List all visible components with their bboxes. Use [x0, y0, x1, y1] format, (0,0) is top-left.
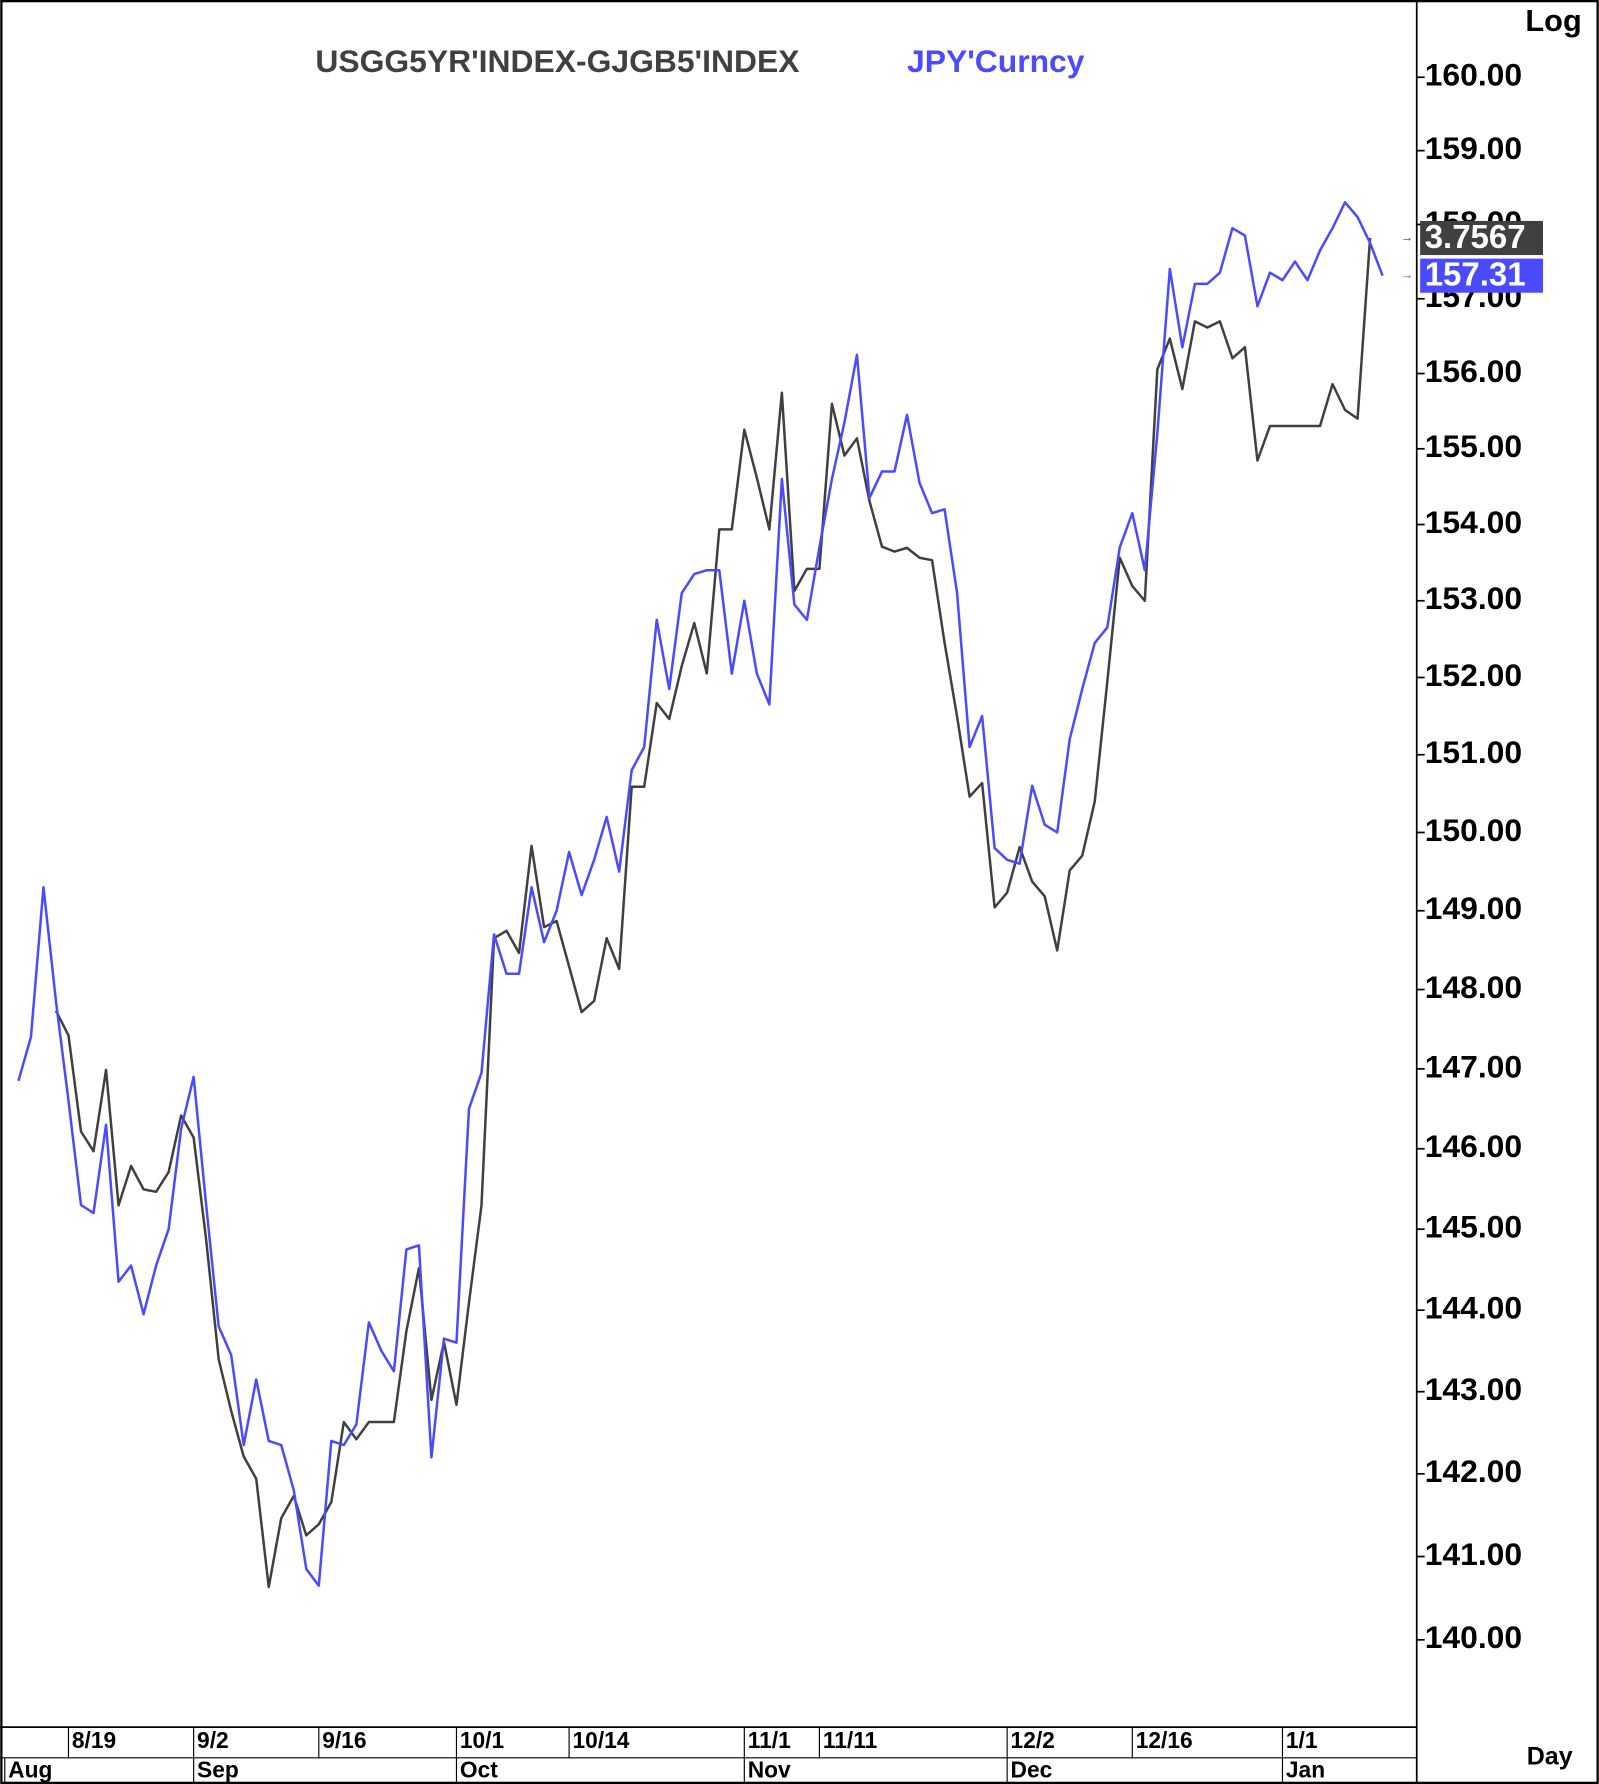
x-tick-label: 12/2 [1011, 1727, 1055, 1753]
y-tick-label: 141.00 [1425, 1536, 1522, 1572]
x-tick-label: 9/2 [197, 1727, 229, 1753]
last-value-arrow: → [1401, 268, 1414, 282]
period-label: Day [1527, 1742, 1573, 1770]
month-label: Jan [1286, 1757, 1325, 1783]
x-tick-label: 10/1 [460, 1727, 505, 1753]
y-tick-label: 144.00 [1425, 1290, 1522, 1326]
y-tick-label: 148.00 [1425, 969, 1522, 1005]
series-line [54, 237, 1372, 1589]
series-line [17, 201, 1384, 1587]
y-tick-label: 145.00 [1425, 1209, 1522, 1245]
x-tick-label: 11/11 [823, 1727, 878, 1753]
x-tick-label: 9/16 [322, 1727, 366, 1753]
y-tick-label: 154.00 [1425, 504, 1522, 540]
y-tick-label: 150.00 [1425, 812, 1522, 848]
y-tick-label: 143.00 [1425, 1371, 1522, 1407]
y-tick-label: 151.00 [1425, 734, 1522, 770]
y-tick-label: 142.00 [1425, 1453, 1522, 1489]
last-value-box [1420, 258, 1544, 293]
x-tick-label: 10/14 [573, 1727, 630, 1753]
month-label: Sep [197, 1757, 239, 1783]
month-label: Oct [460, 1757, 498, 1783]
last-value-arrow: → [1401, 230, 1414, 244]
x-tick-label: 1/1 [1286, 1727, 1318, 1753]
x-tick-label: 11/1 [748, 1727, 791, 1753]
scale-label: Log [1525, 3, 1581, 38]
x-tick-label: 8/19 [72, 1727, 116, 1753]
month-label: Nov [748, 1757, 791, 1783]
y-tick-label: 146.00 [1425, 1128, 1522, 1164]
month-label: Aug [8, 1757, 52, 1783]
last-value-box [1420, 220, 1544, 256]
y-tick-label: 140.00 [1425, 1619, 1522, 1655]
legend-entry: JPY'Curncy [907, 43, 1085, 79]
y-tick-label: 160.00 [1425, 57, 1522, 93]
y-tick-label: 149.00 [1425, 890, 1522, 926]
y-tick-label: 159.00 [1425, 130, 1522, 166]
y-tick-label: 152.00 [1425, 657, 1522, 693]
month-label: Dec [1011, 1757, 1053, 1783]
last-value-label: 157.31 [1425, 256, 1526, 293]
last-value-label: 3.7567 [1425, 218, 1526, 255]
y-tick-label: 147.00 [1425, 1048, 1522, 1084]
y-tick-label: 156.00 [1425, 353, 1522, 389]
y-tick-label: 153.00 [1425, 580, 1522, 616]
y-tick-label: 155.00 [1425, 428, 1522, 464]
legend-entry: USGG5YR'INDEX-GJGB5'INDEX [315, 43, 799, 79]
x-tick-label: 12/16 [1136, 1727, 1193, 1753]
